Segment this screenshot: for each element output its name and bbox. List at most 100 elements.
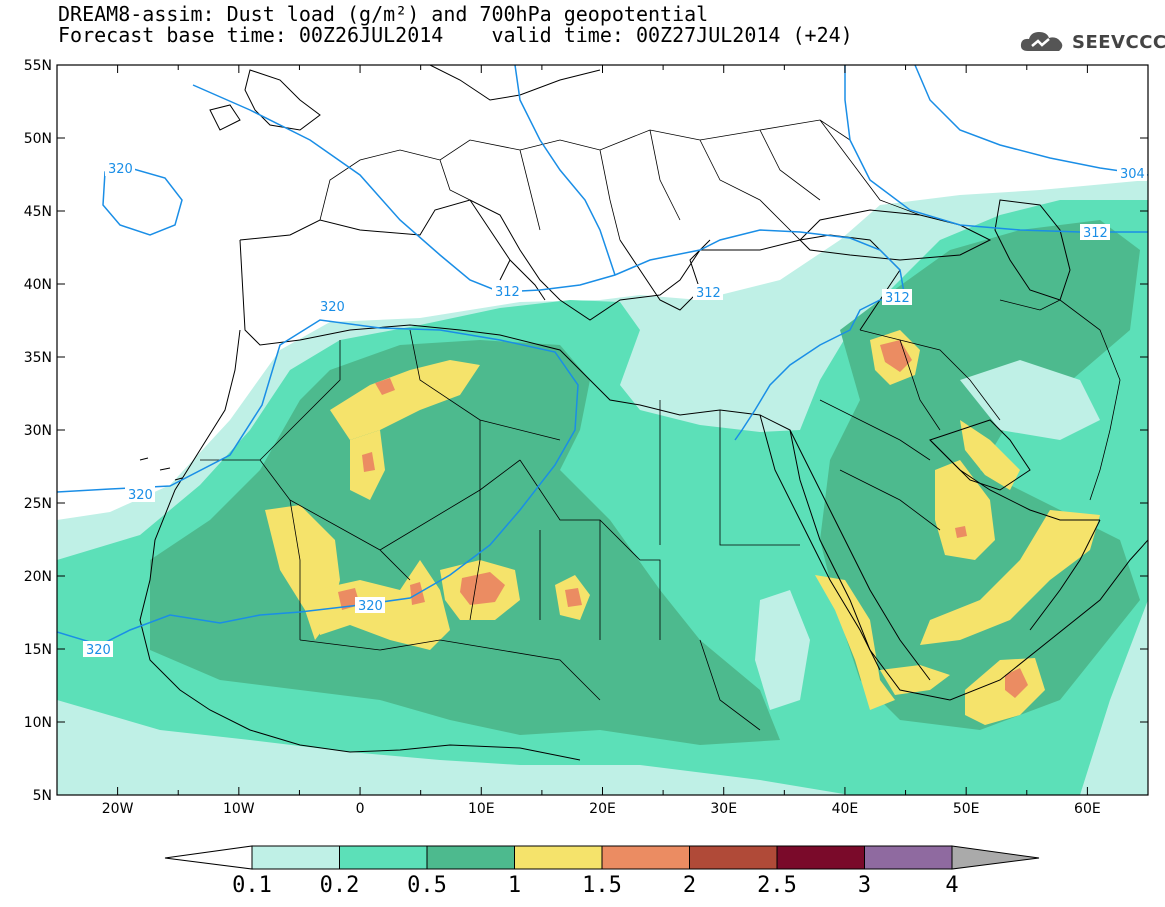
dust-band-1.5 xyxy=(1005,668,1028,698)
contour-312-west xyxy=(192,84,906,299)
dust-band-1 xyxy=(330,360,480,440)
dust-band-1 xyxy=(935,460,995,560)
contour-label-box xyxy=(105,160,135,176)
dust-band-1.5 xyxy=(375,378,395,395)
y-tick-label: 45N xyxy=(24,204,52,220)
contour-320-west xyxy=(57,319,579,646)
contour-304 xyxy=(914,65,1148,176)
contour-312-east xyxy=(734,297,906,441)
contour-320-loop xyxy=(102,167,183,236)
dust-band-1 xyxy=(920,510,1100,645)
contour-label: 304 xyxy=(1120,167,1145,182)
colorbar-label: 1 xyxy=(508,873,521,898)
colorbar-cell xyxy=(514,845,603,870)
y-tick-label: 30N xyxy=(24,423,52,439)
dust-band-0.1-patch xyxy=(755,590,810,710)
contour-label-box xyxy=(83,641,113,657)
x-tick-label: 40E xyxy=(832,801,859,817)
dust-band-1 xyxy=(815,575,895,710)
x-axis-labels: 20W 10W 0 10E 20E 30E 40E 50E 60E xyxy=(102,801,1101,817)
x-tick-label: 20E xyxy=(589,801,616,817)
colorbar-label: 1.5 xyxy=(582,873,622,898)
contour-label: 320 xyxy=(108,162,133,177)
axis-ticks xyxy=(56,64,1149,796)
colorbar-cell xyxy=(776,845,865,870)
x-tick-label: 60E xyxy=(1074,801,1101,817)
contour-labels: 320 320 312 312 312 312 304 320 320 320 xyxy=(83,160,1147,658)
y-tick-label: 35N xyxy=(24,350,52,366)
y-tick-label: 40N xyxy=(24,277,52,293)
contour-label-box xyxy=(1080,224,1110,240)
contour-label: 320 xyxy=(86,643,111,658)
dust-band-1.5 xyxy=(955,526,967,538)
contour-label-box xyxy=(318,298,348,314)
contour-312-north xyxy=(514,65,616,276)
contour-label-box xyxy=(125,486,155,502)
cloud-icon xyxy=(1020,32,1063,51)
colorbar-high-arrow xyxy=(951,845,1040,870)
colorbar-cell xyxy=(864,845,953,870)
contour-label-box xyxy=(355,597,385,613)
dust-band-1.5 xyxy=(338,588,360,610)
colorbar-cell xyxy=(339,845,428,870)
logo: SEEVCCC xyxy=(1018,27,1165,57)
contour-312-caspian xyxy=(844,65,1148,233)
map-title: DREAM8-assim: Dust load (g/m²) and 700hP… xyxy=(58,2,709,26)
coastline-red-sea xyxy=(759,414,931,681)
borders-africa xyxy=(200,329,800,731)
dust-band-1 xyxy=(965,658,1045,725)
contour-label: 320 xyxy=(320,300,345,315)
y-tick-label: 15N xyxy=(24,642,52,658)
colorbar-label: 0.1 xyxy=(232,873,272,898)
y-tick-label: 50N xyxy=(24,131,52,147)
x-tick-label: 10W xyxy=(223,801,255,817)
coastline-scandinavia xyxy=(429,65,601,101)
colorbar-label: 0.2 xyxy=(320,873,360,898)
contour-label: 320 xyxy=(358,599,383,614)
coastline-uk xyxy=(209,69,321,131)
contour-label-box xyxy=(492,283,522,299)
contour-label: 312 xyxy=(696,286,721,301)
dust-band-1 xyxy=(960,420,1020,490)
x-tick-label: 20W xyxy=(102,801,134,817)
borders-middle-east xyxy=(819,299,1121,531)
colorbar-cell xyxy=(426,845,515,870)
dust-band-0.5-west xyxy=(150,340,780,745)
colorbar-low-arrow xyxy=(164,845,253,870)
colorbar-cell xyxy=(689,845,778,870)
dust-band-1.5 xyxy=(362,452,375,472)
coastline-black-sea xyxy=(799,209,992,261)
x-tick-label: 10E xyxy=(468,801,495,817)
dust-band-1.5 xyxy=(565,588,582,607)
logo-text: SEEVCCC xyxy=(1072,31,1165,53)
contour-label: 312 xyxy=(495,285,520,300)
contour-label-box xyxy=(1117,165,1147,181)
y-tick-label: 20N xyxy=(24,569,52,585)
colorbar-label: 0.5 xyxy=(407,873,447,898)
contour-label: 312 xyxy=(885,291,910,306)
x-tick-label: 0 xyxy=(356,801,365,817)
borders-europe xyxy=(319,119,921,241)
colorbar-label: 2.5 xyxy=(757,873,797,898)
coastline-west-africa xyxy=(139,329,581,761)
y-tick-label: 10N xyxy=(24,715,52,731)
colorbar-label: 2 xyxy=(683,873,696,898)
contour-label-box xyxy=(882,289,912,305)
colorbar-label: 4 xyxy=(945,873,958,898)
coastlines xyxy=(139,65,1148,761)
colorbar-cell xyxy=(601,845,690,870)
dust-band-1.5 xyxy=(880,340,912,372)
coastline-canary xyxy=(139,457,183,481)
contour-label-box xyxy=(693,284,723,300)
colorbar-cell xyxy=(251,845,340,870)
x-tick-label: 30E xyxy=(710,801,737,817)
map-subtitle: Forecast base time: 00Z26JUL2014 valid t… xyxy=(58,23,853,47)
colorbar: 0.1 0.2 0.5 1 1.5 2 2.5 3 4 xyxy=(164,845,1040,898)
y-tick-label: 55N xyxy=(24,58,52,74)
y-axis-labels: 55N 50N 45N 40N 35N 30N 25N 20N 15N 10N 5N xyxy=(24,58,52,804)
dust-band-0.1-patch xyxy=(960,360,1100,440)
x-tick-label: 50E xyxy=(953,801,980,817)
contour-label: 320 xyxy=(128,488,153,503)
contour-label: 312 xyxy=(1083,226,1108,241)
